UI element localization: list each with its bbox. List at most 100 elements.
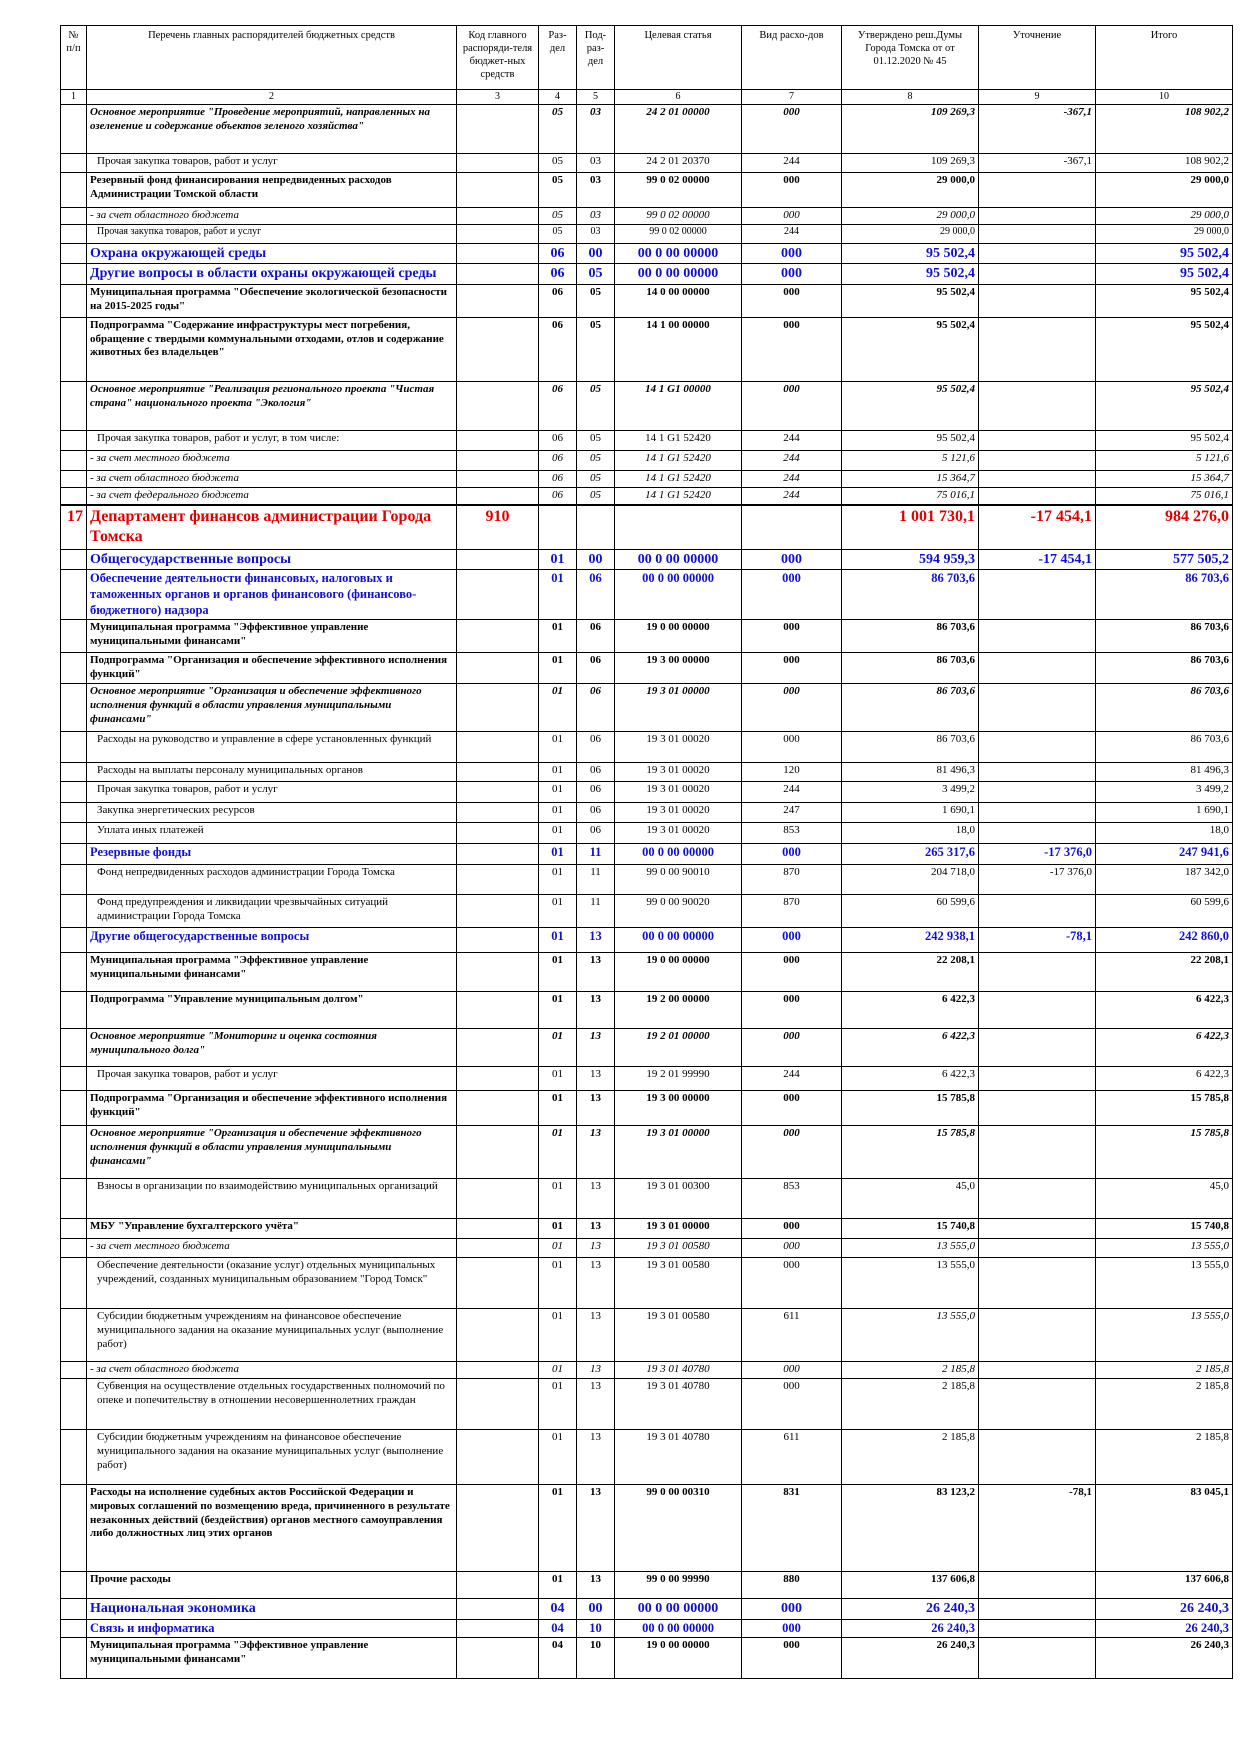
section: 01 [538, 991, 577, 1030]
subsection: 06 [576, 822, 615, 845]
admin-code: 910 [456, 504, 539, 550]
adjustment [978, 683, 1096, 733]
column-number: 5 [576, 89, 615, 105]
adjustment [978, 1618, 1096, 1639]
row-number [60, 172, 87, 208]
table-row: Взносы в организации по взаимодействию м… [60, 1178, 1233, 1220]
item-name: Обеспечение деятельности (оказание услуг… [86, 1257, 457, 1310]
row-number [60, 380, 87, 431]
table-row: Муниципальная программа "Обеспечение эко… [60, 283, 1233, 318]
section: 01 [538, 683, 577, 733]
table-row: - за счет областного бюджета 05 03 99 0 02 … [60, 207, 1233, 225]
total: 15 740,8 [1095, 1218, 1233, 1240]
table-row: Муниципальная программа "Эффективное упр… [60, 952, 1233, 993]
table-row: Прочая закупка товаров, работ и услуг 05 0… [60, 223, 1233, 244]
column-header: Код главного распоряди-теля бюджет-ных с… [456, 25, 539, 90]
adjustment: -78,1 [978, 927, 1096, 954]
approved-amount: 15 785,8 [841, 1090, 979, 1127]
total: 60 599,6 [1095, 894, 1233, 929]
adjustment [978, 781, 1096, 804]
admin-code [456, 207, 539, 225]
adjustment [978, 1378, 1096, 1431]
approved-amount: 95 502,4 [841, 263, 979, 285]
target-item: 19 2 00 00000 [614, 991, 742, 1030]
item-name: Фонд непредвиденных расходов администрац… [86, 864, 457, 896]
row-number [60, 894, 87, 929]
adjustment [978, 242, 1096, 265]
row-number [60, 548, 87, 571]
subsection: 13 [576, 991, 615, 1030]
section: 04 [538, 1598, 577, 1620]
expense-type: 000 [741, 172, 842, 208]
subsection: 13 [576, 1028, 615, 1068]
target-item: 14 1 G1 00000 [614, 380, 742, 431]
approved-amount: 13 555,0 [841, 1308, 979, 1363]
table-row: - за счет федерального бюджета 06 05 14 1 G… [60, 486, 1233, 506]
row-number: 17 [60, 504, 87, 550]
approved-amount: 86 703,6 [841, 731, 979, 764]
table-row: Общегосударственные вопросы 01 00 00 0 00 0… [60, 548, 1233, 571]
admin-code [456, 1484, 539, 1573]
approved-amount: 13 555,0 [841, 1238, 979, 1259]
section: 01 [538, 652, 577, 685]
item-name: Связь и информатика [86, 1618, 457, 1639]
subsection: 13 [576, 1361, 615, 1380]
adjustment [978, 619, 1096, 654]
row-number [60, 569, 87, 621]
total: 29 000,0 [1095, 207, 1233, 225]
column-header: Уточнение [978, 25, 1096, 90]
item-name: Муниципальная программа "Эффективное упр… [86, 952, 457, 993]
approved-amount: 2 185,8 [841, 1378, 979, 1431]
approved-amount: 1 690,1 [841, 802, 979, 824]
row-number [60, 1028, 87, 1068]
expense-type: 870 [741, 864, 842, 896]
table-row: Охрана окружающей среды 06 00 00 0 00 00000… [60, 242, 1233, 265]
target-item: 19 0 00 00000 [614, 952, 742, 993]
table-row: Расходы на выплаты персоналу муниципальн… [60, 762, 1233, 783]
subsection: 13 [576, 1378, 615, 1431]
row-number [60, 207, 87, 225]
column-header: № п/п [60, 25, 87, 90]
expense-type: 000 [741, 652, 842, 685]
row-number [60, 469, 87, 488]
section: 06 [538, 242, 577, 265]
subsection: 06 [576, 762, 615, 783]
adjustment [978, 1637, 1096, 1680]
item-name: Другие вопросы в области охраны окружающ… [86, 263, 457, 285]
column-number: 4 [538, 89, 577, 105]
section: 01 [538, 1218, 577, 1240]
target-item: 00 0 00 00000 [614, 242, 742, 265]
approved-amount: 6 422,3 [841, 991, 979, 1030]
adjustment: -367,1 [978, 153, 1096, 173]
target-item: 19 0 00 00000 [614, 1637, 742, 1680]
target-item: 00 0 00 00000 [614, 548, 742, 571]
expense-type: 000 [741, 283, 842, 318]
adjustment [978, 1066, 1096, 1092]
expense-type: 000 [741, 316, 842, 382]
adjustment [978, 731, 1096, 764]
total: 13 555,0 [1095, 1308, 1233, 1363]
adjustment [978, 1238, 1096, 1259]
adjustment [978, 1598, 1096, 1620]
section: 01 [538, 1378, 577, 1431]
approved-amount: 86 703,6 [841, 683, 979, 733]
column-number: 10 [1095, 89, 1233, 105]
expense-type: 247 [741, 802, 842, 824]
expense-type: 000 [741, 843, 842, 866]
item-name: Охрана окружающей среды [86, 242, 457, 265]
approved-amount: 29 000,0 [841, 172, 979, 208]
admin-code [456, 1637, 539, 1680]
total: 984 276,0 [1095, 504, 1233, 550]
admin-code [456, 242, 539, 265]
subsection: 05 [576, 429, 615, 451]
item-name: Муниципальная программа "Эффективное упр… [86, 1637, 457, 1680]
section: 06 [538, 486, 577, 506]
approved-amount: 86 703,6 [841, 619, 979, 654]
target-item: 19 3 01 40780 [614, 1429, 742, 1486]
target-item: 00 0 00 00000 [614, 263, 742, 285]
target-item: 99 0 02 00000 [614, 223, 742, 244]
table-row: Резервные фонды 01 11 00 0 00 00000 000 265 3… [60, 843, 1233, 866]
expense-type: 611 [741, 1429, 842, 1486]
subsection: 10 [576, 1618, 615, 1639]
